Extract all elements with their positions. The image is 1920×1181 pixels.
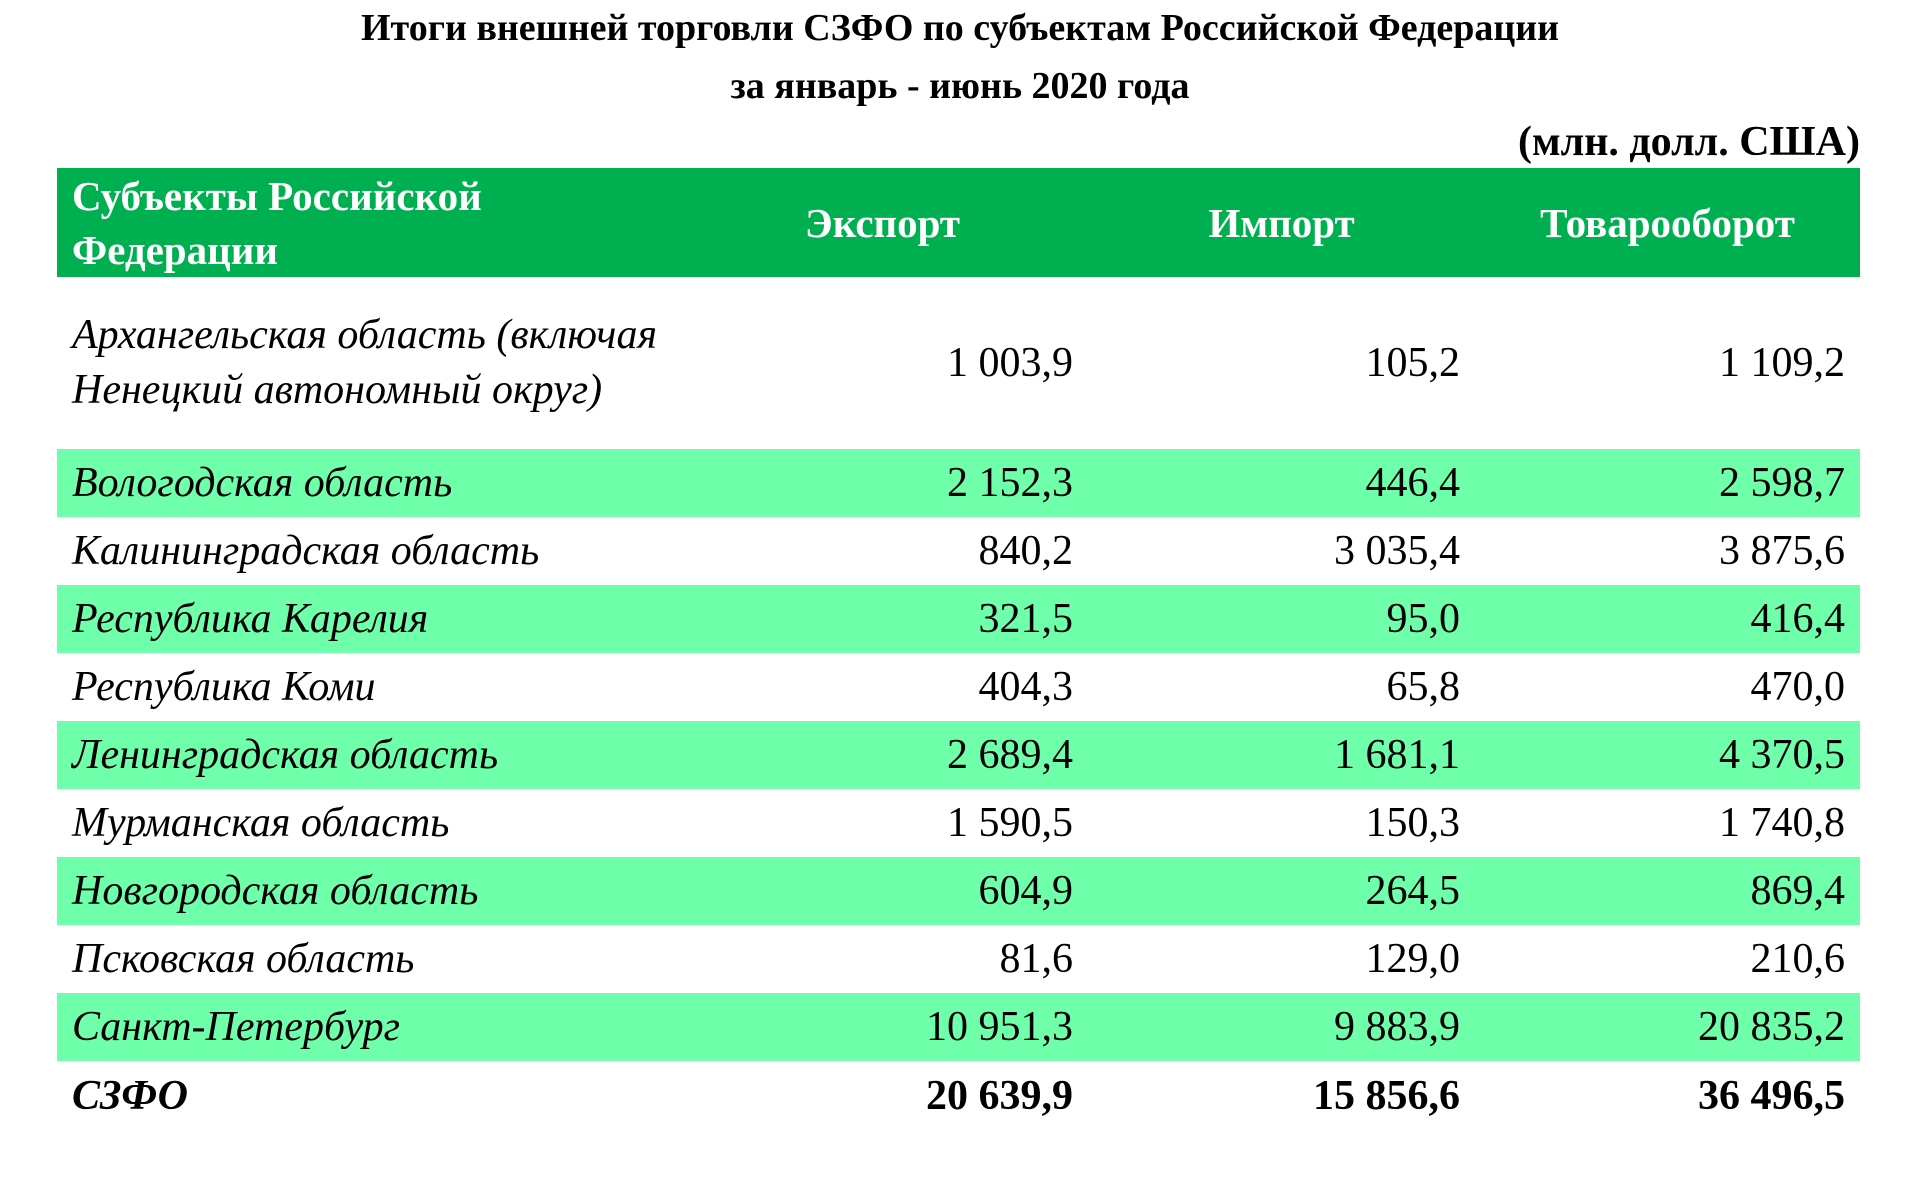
region-name: Вологодская область (57, 449, 677, 517)
region-name: Новгородская область (57, 857, 677, 925)
value-cell: 95,0 (1088, 585, 1475, 653)
value-cell: 1 109,2 (1719, 340, 1845, 386)
table-row: Псковская область 81,6 129,0 210,6 (57, 925, 1860, 993)
value-cell: 1 003,9 (947, 340, 1073, 386)
unit-label: (млн. долл. США) (1518, 119, 1860, 165)
table-row: Архангельская область (включая Ненецкий … (57, 277, 1860, 449)
value-cell: 840,2 (978, 528, 1074, 574)
region-name: Архангельская область (включая Ненецкий … (72, 312, 657, 413)
value-cell: 20 835,2 (1475, 993, 1860, 1061)
value-cell: 470,0 (1750, 664, 1846, 710)
region-name: Ленинградская область (57, 721, 677, 789)
value-cell: 416,4 (1475, 585, 1860, 653)
value-cell: 1 590,5 (947, 800, 1073, 846)
value-cell: 3 035,4 (1334, 528, 1460, 574)
value-cell: 1 740,8 (1719, 800, 1845, 846)
table-row: Республика Карелия 321,5 95,0 416,4 (57, 585, 1860, 653)
value-cell: 4 370,5 (1475, 721, 1860, 789)
column-header: Импорт (1088, 168, 1475, 277)
title-line: за январь - июнь 2020 года (730, 65, 1190, 107)
value-cell: 404,3 (978, 664, 1074, 710)
value-cell: 604,9 (677, 857, 1088, 925)
table-row: Республика Коми 404,3 65,8 470,0 (57, 653, 1860, 721)
table-row: Санкт-Петербург 10 951,3 9 883,9 20 835,2 (57, 993, 1860, 1061)
value-cell: 36 496,5 (1698, 1073, 1845, 1119)
value-cell: 20 639,9 (926, 1073, 1073, 1119)
column-header: Субъекты Российской Федерации (57, 168, 677, 277)
table-row: Ленинградская область 2 689,4 1 681,1 4 370… (57, 721, 1860, 789)
title-line: Итоги внешней торговли СЗФО по субъектам… (360, 7, 1560, 49)
value-cell: 105,2 (1365, 340, 1461, 386)
table-row: Новгородская область 604,9 264,5 869,4 (57, 857, 1860, 925)
value-cell: 2 598,7 (1475, 449, 1860, 517)
value-cell: 81,6 (999, 936, 1074, 982)
region-name: Псковская область (72, 935, 415, 982)
value-cell: 65,8 (1386, 664, 1461, 710)
value-cell: 129,0 (1365, 936, 1461, 982)
value-cell: 869,4 (1475, 857, 1860, 925)
total-row: СЗФО 20 639,9 15 856,6 36 496,5 (57, 1061, 1860, 1131)
region-name: СЗФО (72, 1072, 188, 1119)
value-cell: 210,6 (1750, 936, 1846, 982)
trade-table: Субъекты Российской Федерации Экспорт Импо… (57, 168, 1860, 1131)
value-cell: 9 883,9 (1088, 993, 1475, 1061)
region-name: Калининградская область (72, 527, 540, 574)
table-row: Вологодская область 2 152,3 446,4 2 598,7 (57, 449, 1860, 517)
value-cell: 3 875,6 (1719, 528, 1845, 574)
value-cell: 321,5 (677, 585, 1088, 653)
region-name: Мурманская область (72, 799, 450, 846)
region-name: Республика Карелия (57, 585, 677, 653)
value-cell: 2 689,4 (677, 721, 1088, 789)
region-name: Санкт-Петербург (57, 993, 677, 1061)
header-row: Субъекты Российской Федерации Экспорт Импо… (57, 168, 1860, 277)
value-cell: 2 152,3 (677, 449, 1088, 517)
value-cell: 446,4 (1088, 449, 1475, 517)
value-cell: 10 951,3 (677, 993, 1088, 1061)
region-name: Республика Коми (72, 663, 376, 710)
value-cell: 150,3 (1365, 800, 1461, 846)
value-cell: 1 681,1 (1088, 721, 1475, 789)
value-cell: 15 856,6 (1313, 1073, 1460, 1119)
column-header: Экспорт (677, 168, 1088, 277)
table-row: Мурманская область 1 590,5 150,3 1 740,8 (57, 789, 1860, 857)
column-header: Товарооборот (1475, 168, 1860, 277)
table-row: Калининградская область 840,2 3 035,4 3 875… (57, 517, 1860, 585)
value-cell: 264,5 (1088, 857, 1475, 925)
